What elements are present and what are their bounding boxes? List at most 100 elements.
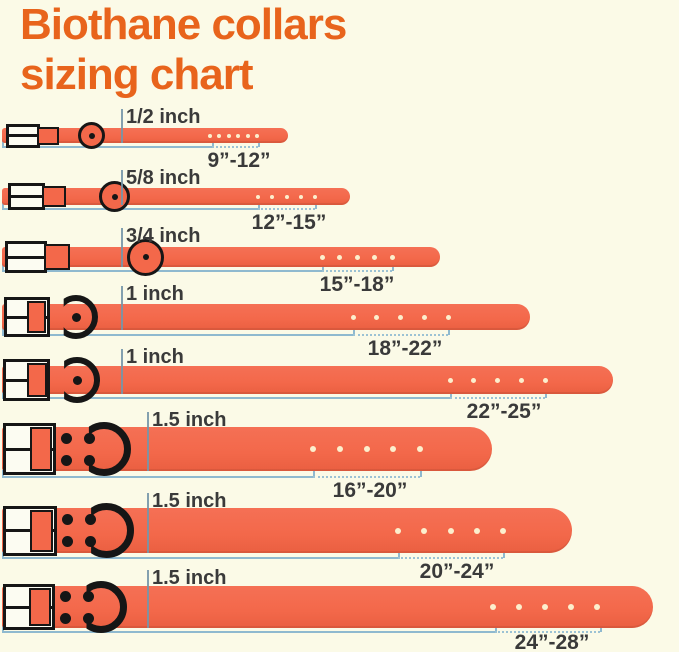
collar-hole	[473, 527, 480, 534]
measure-line-solid	[2, 334, 353, 336]
collar-strap	[2, 427, 492, 471]
size-range-label: 18”-22”	[367, 337, 443, 360]
measure-line-solid	[2, 476, 313, 478]
rivet-dot	[61, 433, 72, 444]
width-indicator-line	[121, 109, 123, 143]
collar-hole	[319, 254, 325, 260]
collar-hole	[284, 194, 289, 199]
measure-line-solid	[2, 397, 450, 399]
collar-hole	[389, 254, 395, 260]
collar-hole	[516, 604, 522, 610]
width-indicator-line	[147, 412, 149, 471]
rivet-dot	[85, 536, 96, 547]
rivet-dot	[85, 514, 96, 525]
buckle-d-ring	[64, 357, 100, 403]
collar-strap	[2, 247, 440, 267]
rivet-dot	[60, 591, 71, 602]
collar-hole	[245, 133, 250, 138]
collar-hole	[495, 377, 500, 383]
collar-hole	[226, 133, 231, 138]
ring-pin-dot	[89, 133, 95, 139]
collar-hole	[398, 314, 403, 320]
collar-hole	[490, 604, 496, 610]
collar-hole	[298, 194, 303, 199]
measure-tick-last-hole	[503, 548, 505, 558]
measure-line-solid	[2, 208, 258, 210]
collar-hole	[336, 446, 343, 452]
collar-hole	[363, 446, 370, 452]
buckle-d-ring	[63, 295, 98, 339]
title-line-2: sizing chart	[20, 50, 253, 99]
collar-strap	[2, 128, 288, 143]
width-indicator-line	[147, 493, 149, 553]
width-indicator-line	[121, 228, 123, 267]
width-indicator-line	[147, 570, 149, 628]
buckle-d-ring	[91, 503, 134, 558]
width-label: 1.5 inch	[152, 409, 227, 431]
collar-hole	[310, 446, 316, 452]
buckle-divider-bar	[8, 256, 44, 259]
buckle-strap-end	[37, 127, 59, 145]
measure-tick-last-hole	[420, 467, 422, 477]
rivet-dot	[83, 591, 94, 602]
collar-hole	[208, 133, 212, 138]
width-label: 5/8 inch	[126, 167, 201, 189]
width-indicator-line	[121, 286, 123, 330]
buckle-divider-bar	[11, 195, 42, 198]
measure-line-dotted	[258, 208, 315, 210]
buckle-strap-end	[30, 510, 53, 552]
buckle-strap-end	[27, 301, 46, 333]
collar-hole	[421, 527, 428, 534]
rivet-dot	[60, 613, 71, 624]
collar-strap	[2, 188, 350, 205]
measure-line-dotted	[495, 631, 600, 633]
buckle-strap-end	[27, 363, 47, 397]
collar-hole	[542, 604, 548, 610]
page-title: Biothane collars sizing chart	[20, 0, 347, 100]
collar-hole	[594, 604, 600, 610]
buckle-divider-bar	[6, 448, 53, 451]
measure-tick-first-hole	[313, 467, 315, 477]
measure-tick-last-hole	[448, 325, 450, 335]
buckle-ring	[78, 122, 105, 149]
buckle-d-ring	[86, 581, 127, 633]
collar-hole	[374, 314, 380, 320]
measure-line-dotted	[212, 146, 258, 148]
measure-line-solid	[2, 557, 398, 559]
rivet-dot	[62, 536, 73, 547]
measure-line-solid	[2, 631, 495, 633]
size-range-label: 24”-28”	[514, 631, 590, 652]
width-label: 1.5 inch	[152, 567, 227, 589]
width-label: 1 inch	[126, 283, 184, 305]
collar-hole	[390, 446, 397, 452]
collar-hole	[313, 194, 317, 199]
measure-line-dotted	[322, 270, 392, 272]
title-line-1: Biothane collars	[20, 0, 347, 49]
size-range-label: 16”-20”	[332, 479, 408, 502]
size-range-label: 15”-18”	[319, 273, 395, 296]
ring-pin-dot	[73, 376, 82, 385]
measure-line-solid	[2, 146, 212, 148]
measure-line-dotted	[450, 397, 545, 399]
collar-hole	[350, 314, 356, 320]
collar-hole	[270, 194, 275, 199]
rivet-dot	[61, 455, 72, 466]
collar-hole	[256, 194, 260, 199]
width-label: 1 inch	[126, 346, 184, 368]
measure-line-dotted	[398, 557, 503, 559]
width-label: 1/2 inch	[126, 106, 201, 128]
buckle-strap-end	[42, 186, 66, 207]
measure-tick-start	[2, 140, 4, 147]
collar-hole	[255, 133, 259, 138]
rivet-dot	[84, 455, 95, 466]
rivet-dot	[83, 613, 94, 624]
